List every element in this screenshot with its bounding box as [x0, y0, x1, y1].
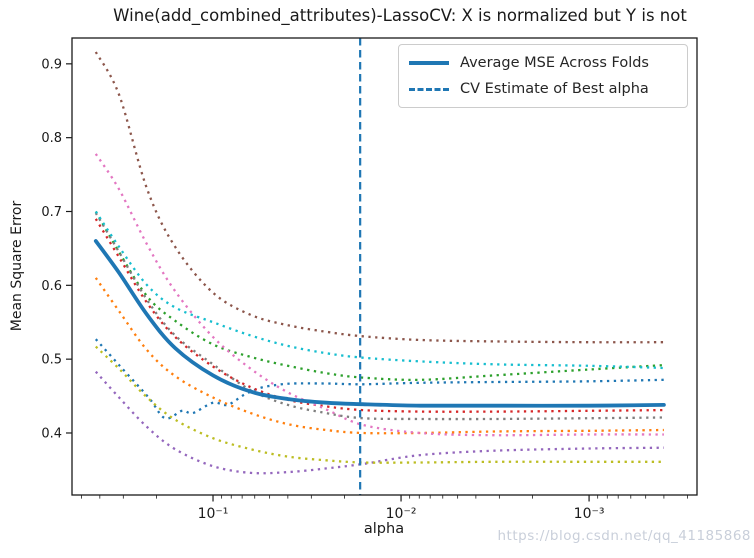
fold-mse-line-2: [94, 277, 664, 435]
y-tick-label: 0.5: [41, 353, 62, 368]
y-tick-label: 0.6: [41, 279, 62, 294]
chart-title: Wine(add_combined_attributes)-LassoCV: X…: [113, 6, 687, 25]
fold-mse-line-7: [94, 153, 664, 437]
y-tick-label: 0.8: [41, 131, 62, 146]
y-tick-label: 0.9: [41, 57, 62, 72]
legend-solid-line-sample: [409, 61, 449, 65]
legend-entry-average: Average MSE Across Folds: [409, 50, 677, 76]
legend-label-average: Average MSE Across Folds: [460, 55, 649, 71]
y-tick-label: 0.4: [41, 427, 62, 442]
x-tick-label: 10⁻³: [574, 506, 605, 522]
x-tick-label: 10⁻²: [386, 506, 417, 522]
y-axis-label: Mean Square Error: [9, 200, 25, 332]
legend-dashed-line-sample: [409, 87, 449, 91]
axes-frame: [71, 37, 698, 496]
fold-mse-line-10: [94, 210, 664, 370]
legend-entry-best-alpha: CV Estimate of Best alpha: [409, 76, 677, 102]
watermark: https://blog.csdn.net/qq_41185868: [497, 528, 751, 544]
legend: Average MSE Across Folds CV Estimate of …: [398, 44, 688, 108]
fold-mse-line-5: [94, 370, 664, 475]
fold-mse-line-8: [94, 212, 664, 421]
average-mse-line: [93, 239, 666, 408]
y-tick-label: 0.7: [41, 205, 62, 220]
fold-mse-line-6: [94, 51, 664, 344]
fold-mse-line-9: [95, 345, 664, 464]
x-tick-label: 10⁻¹: [198, 506, 229, 522]
x-axis-label: alpha: [363, 521, 405, 537]
fold-mse-line-4: [94, 218, 664, 413]
legend-label-best-alpha: CV Estimate of Best alpha: [460, 81, 649, 97]
